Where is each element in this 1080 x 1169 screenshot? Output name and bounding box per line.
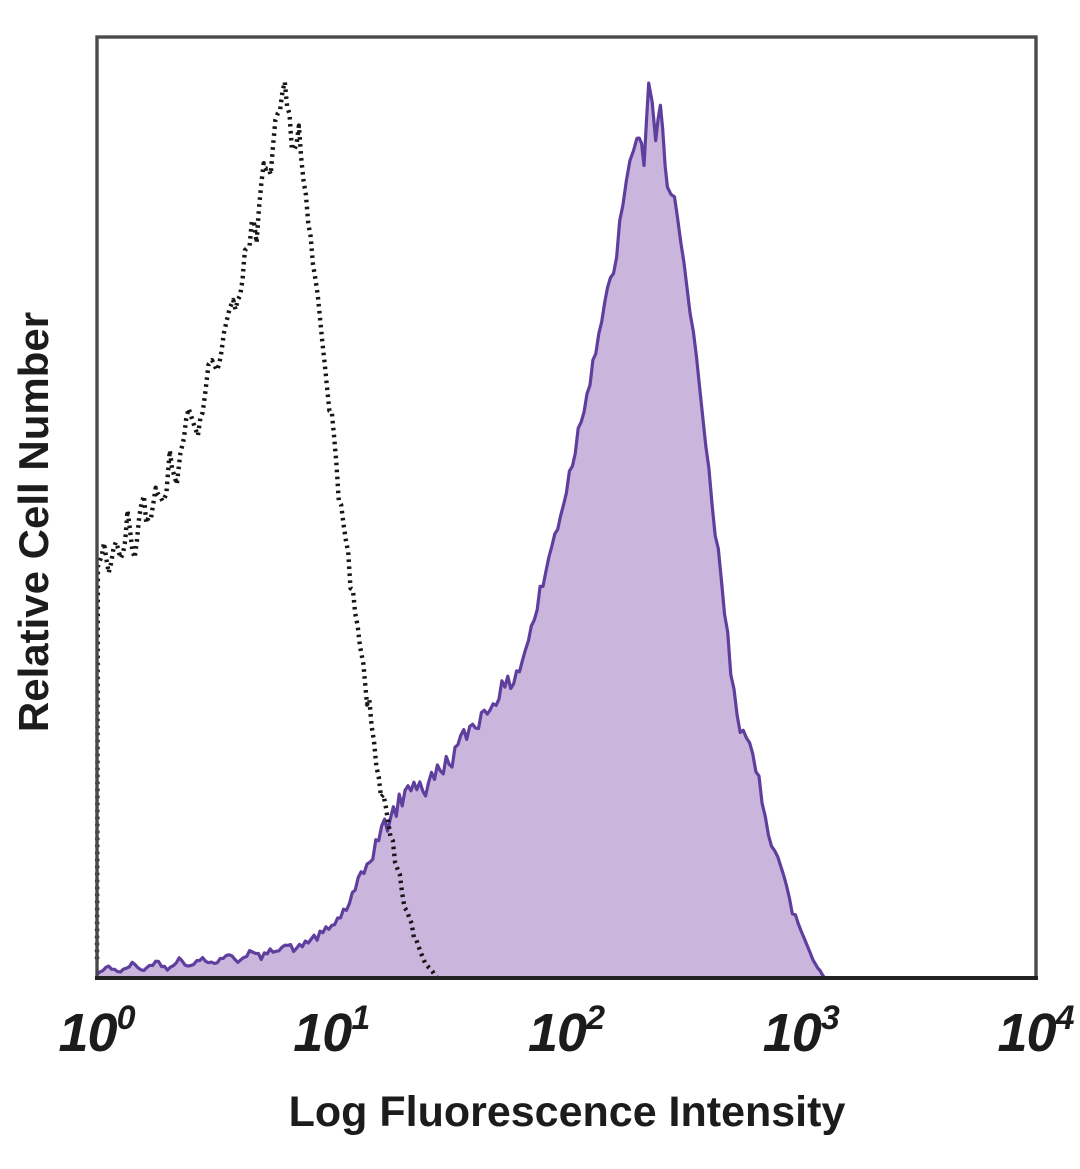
- x-tick-label: 102: [528, 999, 605, 1063]
- stained-histogram-curve: [96, 81, 826, 979]
- x-tick-label: 103: [762, 999, 840, 1063]
- y-axis-title: Relative Cell Number: [10, 311, 57, 733]
- x-axis-title: Log Fluorescence Intensity: [288, 1088, 846, 1136]
- stained-histogram-fill: [97, 83, 825, 979]
- x-tick-label: 101: [293, 999, 371, 1063]
- x-tick-label: 100: [58, 999, 136, 1063]
- x-tick-label: 104: [997, 999, 1075, 1063]
